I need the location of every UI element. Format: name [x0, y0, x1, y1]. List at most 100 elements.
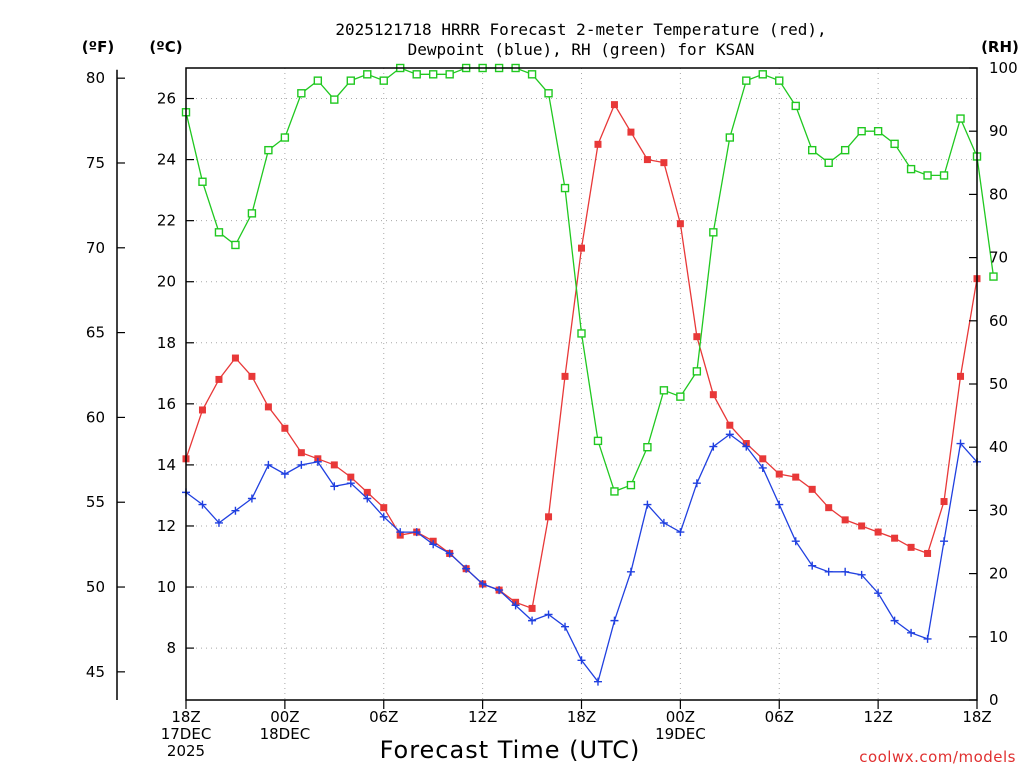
fahrenheit-tick-label: 75: [86, 154, 105, 172]
dewpoint-point: [297, 460, 306, 469]
credit-text: coolwx.com/models: [859, 748, 1016, 766]
rh-line: [185, 67, 995, 493]
dewpoint-point: [692, 479, 701, 488]
temperature-point: [347, 473, 355, 481]
rh-point: [742, 76, 751, 85]
axes-layer: 45 50 55 60 65 70 75 80 8 10 12 14 16 18 20 22 24 26 0 10 20…: [86, 59, 1018, 760]
dewpoint-point: [659, 518, 668, 527]
series-dewpoint: [182, 430, 981, 686]
rh-tick-label: 100: [989, 59, 1018, 77]
x-tick-label: 18DEC: [260, 725, 311, 743]
dewpoint-point: [890, 616, 899, 625]
dewpoint-point: [725, 430, 734, 439]
x-tick-label: 17DEC: [161, 725, 212, 743]
rh-point: [610, 487, 619, 496]
dewpoint-point: [429, 540, 438, 549]
temperature-point: [924, 549, 932, 557]
dewpoint-point: [445, 549, 454, 558]
dewpoint-point: [907, 628, 916, 637]
rh-point: [280, 133, 290, 142]
rh-point: [873, 126, 883, 136]
celsius-tick-label: 8: [166, 639, 176, 657]
series-rh: [181, 63, 998, 496]
rh-point: [297, 89, 306, 98]
temperature-point: [709, 391, 717, 399]
rh-point: [725, 133, 735, 142]
rh-point: [808, 145, 817, 155]
dewpoint-point: [495, 586, 504, 595]
fahrenheit-tick-label: 50: [86, 578, 105, 596]
series-temperature: [182, 101, 981, 612]
celsius-tick-label: 26: [157, 90, 176, 108]
dewpoint-point: [280, 470, 289, 479]
rh-point: [626, 480, 636, 490]
rh-tick-label: 60: [989, 312, 1008, 330]
rh-point: [840, 145, 850, 155]
dewpoint-point: [396, 528, 405, 537]
dewpoint-point: [247, 494, 256, 503]
rh-point: [231, 240, 240, 250]
rh-point: [330, 95, 339, 104]
rh-point: [906, 164, 916, 174]
x-tick-label: 12Z: [468, 708, 497, 726]
celsius-tick-label: 10: [157, 578, 176, 596]
temperature-point: [660, 159, 668, 167]
dewpoint-point: [626, 567, 635, 576]
x-axis-label: Forecast Time (UTC): [380, 736, 641, 764]
temperature-point: [578, 244, 585, 252]
dewpoint-point: [791, 537, 800, 546]
dewpoint-point: [478, 579, 487, 588]
fahrenheit-tick-label: 45: [86, 663, 105, 681]
fahrenheit-tick-label: 80: [86, 69, 105, 87]
dewpoint-point: [841, 567, 850, 576]
x-tick-label: 18Z: [171, 708, 200, 726]
dewpoint-point: [561, 622, 570, 631]
celsius-tick-label: 24: [157, 151, 176, 169]
grid-lines: [186, 68, 977, 700]
dewpoint-point: [363, 494, 372, 503]
fahrenheit-tick-label: 60: [86, 408, 105, 426]
rh-tick-label: 70: [989, 249, 1008, 267]
temperature-point: [693, 333, 701, 341]
rh-tick-label: 30: [989, 501, 1008, 519]
celsius-tick-label: 20: [157, 273, 176, 291]
temperature-point: [858, 522, 866, 530]
temperature-point: [874, 528, 882, 536]
celsius-tick-label: 22: [157, 212, 176, 230]
temperature-point: [380, 504, 388, 512]
rh-point: [247, 209, 257, 218]
rh-point: [758, 70, 767, 79]
rh-point: [379, 76, 388, 85]
rh-point: [593, 436, 603, 446]
rh-unit-label: (RH): [981, 38, 1019, 56]
dewpoint-point: [758, 463, 767, 472]
dewpoint-point: [462, 564, 471, 573]
rh-tick-label: 40: [989, 438, 1008, 456]
dewpoint-point: [709, 442, 718, 451]
rh-point: [313, 76, 323, 85]
dewpoint-point: [923, 634, 932, 643]
dewpoint-point: [808, 561, 817, 570]
temperature-point: [891, 534, 899, 542]
dewpoint-point: [742, 442, 751, 451]
dewpoint-point: [956, 439, 965, 448]
temperature-point: [610, 101, 618, 109]
celsius-tick-label: 16: [157, 395, 176, 413]
rh-point: [692, 367, 702, 376]
chart-title-line-1: 2025121718 HRRR Forecast 2-meter Tempera…: [335, 20, 826, 39]
dewpoint-point: [544, 610, 553, 619]
rh-point: [544, 89, 553, 98]
temperature-point: [528, 604, 536, 612]
dewpoint-point: [511, 601, 520, 610]
x-tick-label: 2025: [167, 742, 205, 760]
dewpoint-point: [940, 537, 949, 546]
rh-point: [791, 101, 800, 111]
rh-tick-label: 50: [989, 375, 1008, 393]
dewpoint-point: [676, 528, 685, 537]
celsius-unit-label: (ºC): [149, 38, 182, 56]
x-tick-label: 06Z: [369, 708, 398, 726]
dewpoint-point: [643, 500, 652, 509]
temperature-point: [775, 470, 783, 478]
rh-tick-label: 10: [989, 628, 1008, 646]
chart-title-line-2: Dewpoint (blue), RH (green) for KSAN: [408, 40, 755, 59]
